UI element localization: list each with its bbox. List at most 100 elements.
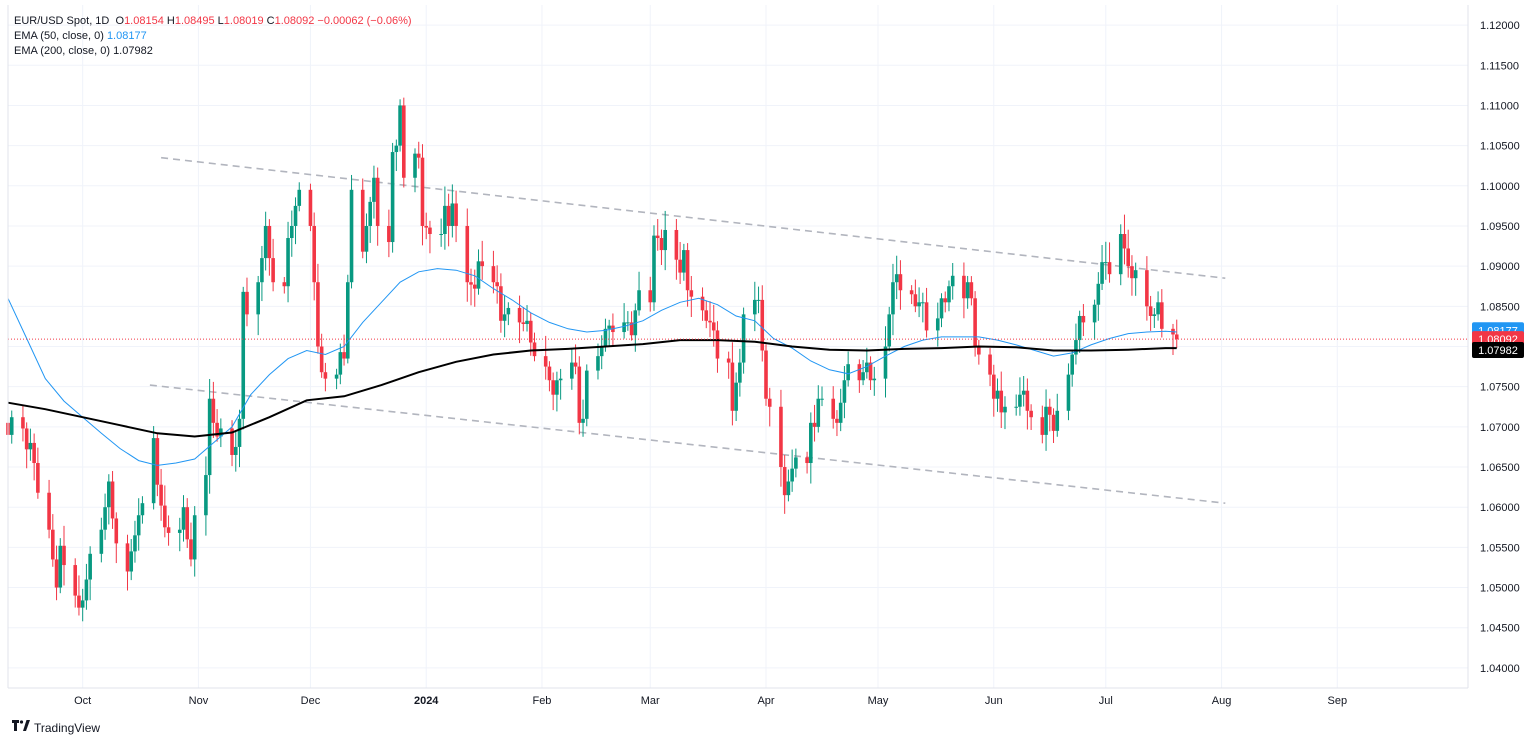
candle-body bbox=[495, 282, 499, 287]
candle-body bbox=[543, 356, 548, 367]
candle-body bbox=[297, 189, 302, 206]
legend-symbol: EUR/USD Spot, 1D bbox=[14, 15, 110, 27]
candle-body bbox=[1122, 234, 1127, 249]
candle-body bbox=[1133, 270, 1138, 279]
candle-body bbox=[151, 438, 156, 504]
candle-body bbox=[398, 105, 402, 146]
candle-body bbox=[9, 417, 14, 435]
candle-body bbox=[140, 503, 145, 516]
candle-body bbox=[678, 259, 682, 273]
candle-body bbox=[416, 153, 421, 158]
candle-body bbox=[652, 235, 656, 303]
candle-body bbox=[32, 442, 36, 464]
candle-body bbox=[835, 418, 839, 423]
tradingview-logo-icon bbox=[12, 720, 30, 735]
candle-body bbox=[1029, 410, 1033, 418]
candle-body bbox=[704, 310, 709, 321]
candle-body bbox=[764, 350, 768, 399]
tradingview-brand[interactable]: TradingView bbox=[12, 720, 100, 735]
x-tick-label: Jul bbox=[1099, 695, 1113, 707]
candle-body bbox=[1025, 390, 1030, 411]
candle-body bbox=[558, 378, 563, 381]
candle-body bbox=[805, 457, 809, 464]
candle-body bbox=[387, 225, 391, 243]
candle-body bbox=[293, 205, 298, 226]
candle-body bbox=[1018, 394, 1022, 407]
candle-body bbox=[809, 422, 813, 464]
ema-lines bbox=[7, 268, 1177, 466]
price-label-ema200: 1.07982 bbox=[1478, 345, 1518, 357]
chart-legend: EUR/USD Spot, 1D O1.08154 H1.08495 L1.08… bbox=[14, 14, 412, 59]
candle-body bbox=[1107, 262, 1112, 275]
x-tick-label: Apr bbox=[757, 695, 774, 707]
x-tick-label: 2024 bbox=[414, 695, 439, 707]
candle-body bbox=[1145, 270, 1149, 307]
candle-body bbox=[857, 364, 862, 381]
candle-body bbox=[256, 282, 260, 315]
candle-body bbox=[756, 299, 761, 301]
candle-body bbox=[424, 225, 429, 228]
candle-body bbox=[991, 374, 996, 399]
candle-body bbox=[838, 402, 843, 423]
candle-body bbox=[136, 515, 141, 536]
legend-low: 1.08019 bbox=[223, 15, 264, 27]
legend-close: 1.08092 bbox=[274, 15, 315, 27]
candle-body bbox=[581, 418, 585, 423]
candle-body bbox=[323, 372, 328, 379]
candle-body bbox=[289, 225, 294, 239]
trendlines bbox=[149, 156, 1226, 504]
candle-body bbox=[573, 362, 578, 367]
y-tick-label: 1.05500 bbox=[1480, 542, 1520, 554]
candle-body bbox=[935, 318, 940, 331]
candle-body bbox=[28, 442, 33, 450]
legend-high: 1.08495 bbox=[174, 15, 215, 27]
candle-body bbox=[88, 553, 92, 580]
candle-body bbox=[1021, 390, 1026, 395]
legend-row-ema50: EMA (50, close, 0) 1.08177 bbox=[14, 29, 412, 44]
candle-body bbox=[603, 328, 608, 347]
candle-body bbox=[521, 322, 526, 325]
candle-body bbox=[1003, 406, 1007, 413]
candle-body bbox=[1104, 262, 1108, 264]
legend-row-ema200: EMA (200, close, 0) 1.07982 bbox=[14, 44, 412, 59]
candle-body bbox=[334, 374, 339, 379]
candle-body bbox=[753, 299, 757, 315]
candle-body bbox=[73, 565, 78, 596]
candle-body bbox=[155, 438, 160, 485]
candle-body bbox=[1055, 410, 1060, 431]
candle-body bbox=[1126, 248, 1131, 267]
candle-body bbox=[1044, 406, 1048, 435]
candle-body bbox=[700, 296, 705, 311]
ema200-line bbox=[7, 339, 1177, 438]
candle-body bbox=[917, 302, 921, 307]
candle-body bbox=[245, 291, 249, 315]
candle-body bbox=[738, 362, 742, 383]
candle-body bbox=[682, 250, 686, 273]
candle-body bbox=[84, 579, 89, 601]
candle-body bbox=[24, 428, 29, 450]
candle-body bbox=[394, 145, 399, 153]
candle-body bbox=[282, 282, 287, 287]
y-tick-label: 1.06000 bbox=[1480, 502, 1520, 514]
y-tick-label: 1.06500 bbox=[1480, 462, 1520, 474]
x-tick-label: Aug bbox=[1212, 695, 1232, 707]
candle-body bbox=[1047, 406, 1052, 415]
candle-body bbox=[965, 282, 970, 299]
candle-body bbox=[233, 446, 238, 455]
candle-body bbox=[1152, 314, 1157, 316]
candle-body bbox=[402, 105, 406, 178]
candle-body bbox=[342, 352, 346, 359]
candle-body bbox=[734, 382, 738, 411]
candle-body bbox=[1070, 354, 1074, 375]
candle-body bbox=[465, 225, 470, 283]
candle-body bbox=[1051, 414, 1056, 431]
candle-body bbox=[969, 282, 974, 299]
candle-body bbox=[779, 406, 783, 468]
candle-body bbox=[413, 153, 417, 178]
trendline bbox=[149, 384, 1226, 504]
candle-body bbox=[596, 356, 600, 371]
candle-body bbox=[794, 457, 798, 469]
candle-body bbox=[345, 282, 350, 359]
trendline bbox=[161, 156, 1226, 279]
